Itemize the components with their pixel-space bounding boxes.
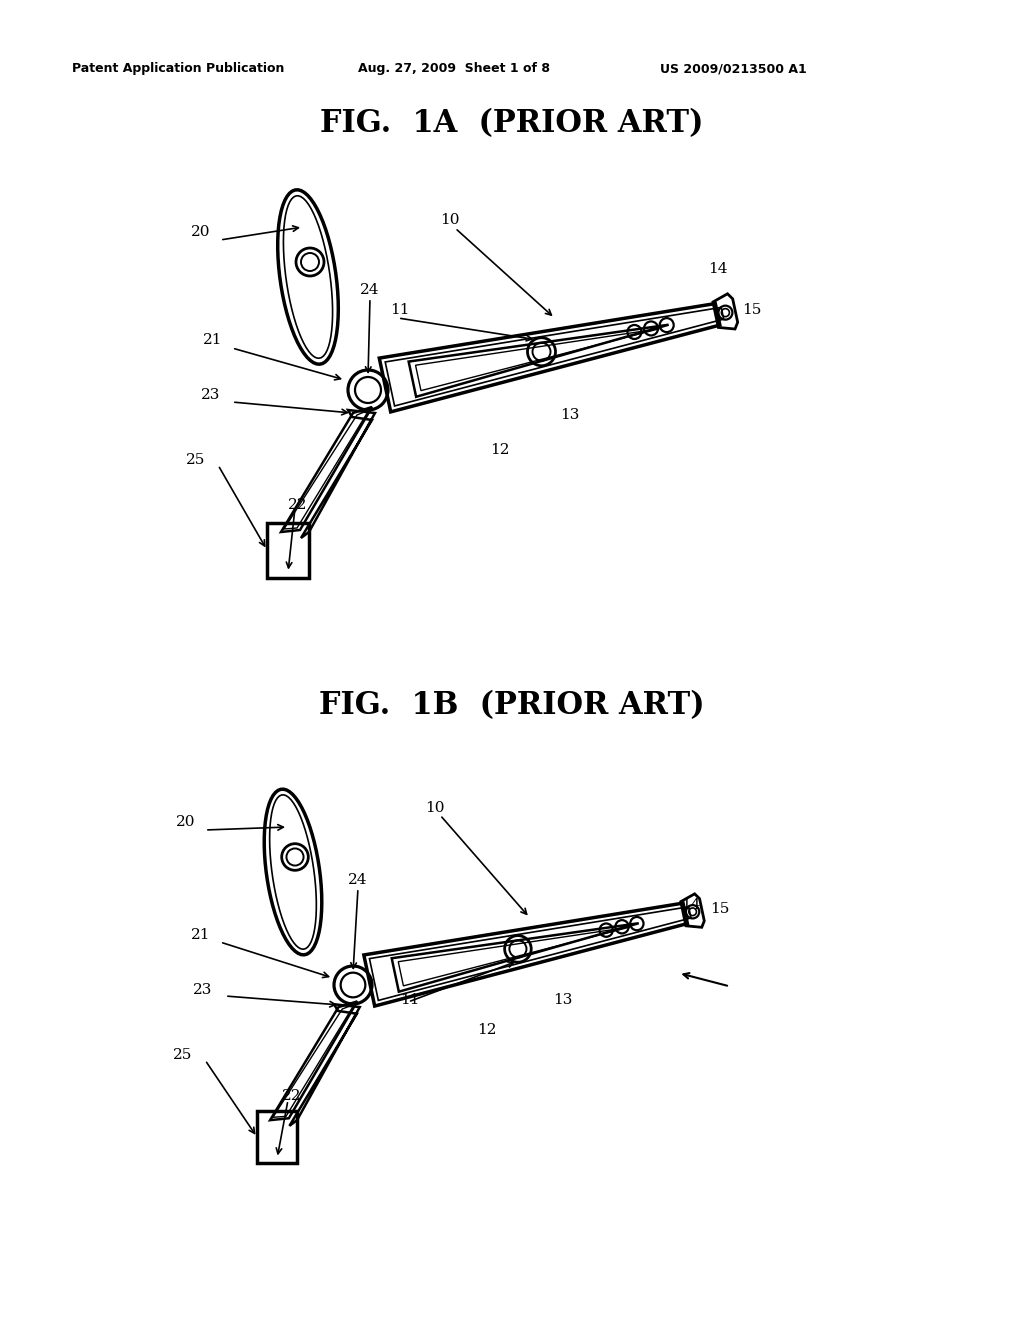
Text: 10: 10: [440, 213, 460, 227]
Text: 14: 14: [709, 261, 728, 276]
Text: 14: 14: [681, 898, 700, 912]
Text: US 2009/0213500 A1: US 2009/0213500 A1: [660, 62, 807, 75]
Text: 11: 11: [390, 304, 410, 317]
Text: 21: 21: [190, 928, 210, 942]
Text: 23: 23: [201, 388, 220, 403]
Text: 20: 20: [175, 814, 195, 829]
Text: 20: 20: [190, 224, 210, 239]
Text: 21: 21: [203, 333, 222, 347]
Text: 15: 15: [710, 902, 729, 916]
Text: 25: 25: [173, 1048, 193, 1063]
Text: 24: 24: [348, 873, 368, 887]
Text: 24: 24: [360, 282, 380, 297]
Text: Patent Application Publication: Patent Application Publication: [72, 62, 285, 75]
Text: FIG.  1B  (PRIOR ART): FIG. 1B (PRIOR ART): [319, 690, 705, 721]
Text: 23: 23: [193, 983, 212, 997]
Text: 22: 22: [288, 498, 307, 512]
Text: 13: 13: [560, 408, 580, 422]
Text: 22: 22: [282, 1089, 301, 1104]
Text: 15: 15: [742, 304, 762, 317]
Text: 12: 12: [477, 1023, 497, 1038]
Text: 13: 13: [553, 993, 572, 1007]
Text: 25: 25: [185, 453, 205, 467]
Text: FIG.  1A  (PRIOR ART): FIG. 1A (PRIOR ART): [321, 108, 703, 139]
Text: 10: 10: [425, 801, 444, 814]
Text: Aug. 27, 2009  Sheet 1 of 8: Aug. 27, 2009 Sheet 1 of 8: [358, 62, 550, 75]
Text: 11: 11: [400, 993, 420, 1007]
Text: 12: 12: [490, 444, 510, 457]
